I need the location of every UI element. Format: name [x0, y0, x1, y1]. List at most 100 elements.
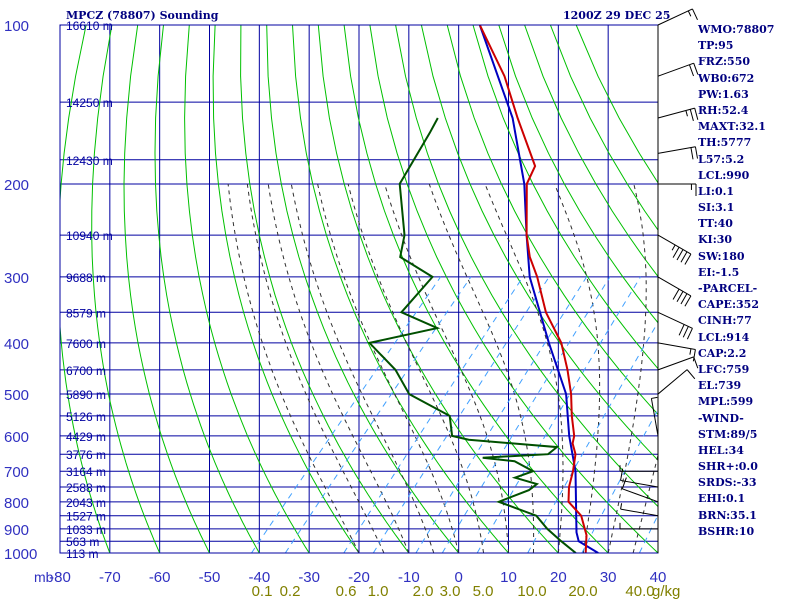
- temperature-tick-label: 20: [550, 569, 567, 586]
- pressure-tick-label: 100: [4, 18, 29, 35]
- dry-adiabat: [123, 25, 210, 553]
- wind-barb-half-flag: [671, 244, 676, 251]
- moist-adiabat: [384, 183, 509, 553]
- pressure-tick-label: 400: [4, 336, 29, 353]
- height-label: 113 m: [66, 547, 98, 561]
- temperature-tick-label: -30: [298, 569, 320, 586]
- moist-adiabat: [632, 453, 658, 553]
- wind-barb-flag: [620, 468, 624, 481]
- dry-adiabat: [524, 25, 658, 278]
- temperature-trace: [478, 25, 588, 553]
- wind-barb-flag: [693, 356, 699, 369]
- wind-barb-flag: [694, 146, 698, 159]
- stat-item: CAP:2.2: [698, 346, 747, 360]
- temperature-tick-label: -20: [348, 569, 370, 586]
- stat-item: FRZ:550: [698, 55, 751, 69]
- height-label: 1033 m: [66, 523, 106, 537]
- dry-adiabat: [343, 25, 609, 553]
- temperature-tick-label: 10: [500, 569, 517, 586]
- stat-item: STM:89/5: [698, 427, 758, 441]
- stat-item: BSHR:10: [698, 524, 755, 538]
- height-label: 8579 m: [66, 306, 106, 320]
- wind-barb-flag: [686, 328, 693, 340]
- pressure-tick-label: 500: [4, 387, 29, 404]
- wind-barb-flag: [691, 8, 698, 21]
- mixing-ratio-line: [343, 276, 524, 553]
- height-label: 14250 m: [66, 96, 113, 110]
- mixing-ratio-line: [251, 276, 442, 553]
- stat-item: EHI:0.1: [698, 492, 746, 506]
- stat-item: L57:5.2: [698, 152, 745, 166]
- wind-barb: [657, 311, 693, 329]
- temperature-tick-label: -70: [99, 569, 121, 586]
- stat-item: TH:5777: [698, 136, 752, 150]
- dry-adiabat: [240, 25, 410, 553]
- mixing-ratio-label: 10.0: [517, 583, 546, 600]
- wind-barb-flag: [690, 147, 694, 160]
- wind-barb-flag: [694, 108, 699, 120]
- dry-adiabat: [266, 25, 460, 553]
- wind-barb-flag: [684, 253, 692, 265]
- wind-barb: [657, 342, 696, 350]
- mixing-ratio-line: [372, 276, 550, 553]
- stat-item: SRDS:-33: [698, 476, 757, 490]
- dry-adiabat: [91, 25, 161, 553]
- height-label: 10940 m: [66, 229, 113, 243]
- height-label: 3164 m: [66, 465, 106, 479]
- stat-item: RH:52.4: [698, 103, 749, 117]
- wind-barb: [657, 107, 695, 119]
- mixing-ratio-label: 0.6: [336, 583, 357, 600]
- moist-adiabat: [290, 183, 435, 553]
- mixing-ratio-label: 0.2: [280, 583, 301, 600]
- wind-barb: [657, 369, 688, 395]
- moist-adiabat: [246, 183, 385, 553]
- height-label: 9688 m: [66, 271, 106, 285]
- pressure-tick-label: 1000: [4, 546, 37, 563]
- height-label: 6700 m: [66, 364, 106, 378]
- dry-adiabat: [317, 25, 559, 553]
- wind-barb: [650, 398, 659, 436]
- height-label: 1527 m: [66, 510, 106, 524]
- wind-barb: [620, 508, 659, 517]
- stat-item: -WIND-: [698, 411, 744, 425]
- wind-barb-flag: [693, 63, 699, 75]
- moist-adiabat: [554, 183, 601, 553]
- mixing-ratio-unit: g/kg: [652, 583, 680, 600]
- dry-adiabat: [498, 25, 658, 324]
- pressure-tick-label: 900: [4, 522, 29, 539]
- wind-barb: [657, 8, 693, 26]
- wind-barb-half-flag: [651, 396, 658, 399]
- mixing-ratio-line: [415, 276, 588, 553]
- wind-barb-flag: [680, 251, 688, 263]
- wind-barb-flag: [684, 295, 692, 307]
- pressure-tick-label: 600: [4, 429, 29, 446]
- height-label: 12430 m: [66, 154, 113, 168]
- stat-item: SI:3.1: [698, 201, 735, 215]
- wind-barb-flag: [688, 64, 694, 77]
- mixing-ratio-label: 3.0: [440, 583, 461, 600]
- wind-barb: [657, 234, 692, 255]
- wind-barb-half-flag: [687, 10, 692, 17]
- stat-item: BRN:35.1: [698, 508, 757, 522]
- stat-item: HEL:34: [698, 443, 744, 457]
- parcel-trace: [478, 25, 599, 553]
- plot-area: [60, 25, 658, 553]
- wind-barb-flag: [672, 288, 680, 300]
- dry-adiabat: [292, 25, 509, 553]
- wind-barb-flag: [680, 293, 688, 305]
- sounding-indices: WMO:78807 TP:95 FRZ:550 WB0:672 PW:1.63 RH:52…: [698, 22, 774, 540]
- wind-barb-flag: [678, 324, 685, 336]
- temperature-tick-label: -40: [248, 569, 270, 586]
- stat-item: LCL:914: [698, 330, 750, 344]
- height-label: 4429 m: [66, 430, 106, 444]
- wind-barb-half-flag: [620, 503, 623, 510]
- wind-barb-flag: [686, 369, 696, 380]
- temperature-tick-label: -80: [49, 569, 71, 586]
- stat-item: MAXT:32.1: [698, 120, 766, 134]
- dry-adiabat: [184, 25, 310, 553]
- temperature-tick-label: 0: [454, 569, 462, 586]
- dry-adiabat: [420, 25, 658, 462]
- stat-item: LFC:759: [698, 362, 750, 376]
- moist-adiabat: [317, 183, 460, 553]
